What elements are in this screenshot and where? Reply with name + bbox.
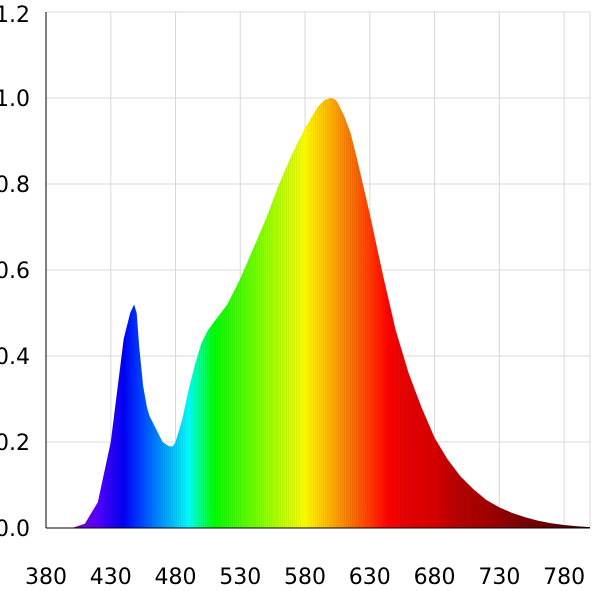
x-tick-label: 530	[219, 565, 261, 590]
x-tick-label: 680	[414, 565, 456, 590]
x-tick-label: 630	[349, 565, 391, 590]
x-tick-label: 580	[284, 565, 326, 590]
axes	[45, 12, 590, 529]
y-tick-label: 0.6	[0, 259, 30, 284]
x-tick-label: 730	[478, 565, 520, 590]
y-tick-label: 0.4	[0, 345, 30, 370]
y-axis-ticks: 0.0 0.2 0.4 0.6 0.8 1.0 1.2	[0, 3, 30, 542]
y-tick-label: 0.0	[0, 517, 30, 542]
y-tick-label: 1.0	[0, 87, 30, 112]
x-axis-ticks: 380 430 480 530 580 630 680 730 780	[25, 565, 585, 590]
x-tick-label: 480	[155, 565, 197, 590]
x-tick-label: 380	[25, 565, 67, 590]
y-tick-label: 0.2	[0, 431, 30, 456]
x-tick-label: 780	[543, 565, 585, 590]
y-tick-label: 0.8	[0, 173, 30, 198]
x-tick-label: 430	[90, 565, 132, 590]
spectrum-fill	[46, 98, 590, 528]
y-tick-label: 1.2	[0, 3, 30, 28]
